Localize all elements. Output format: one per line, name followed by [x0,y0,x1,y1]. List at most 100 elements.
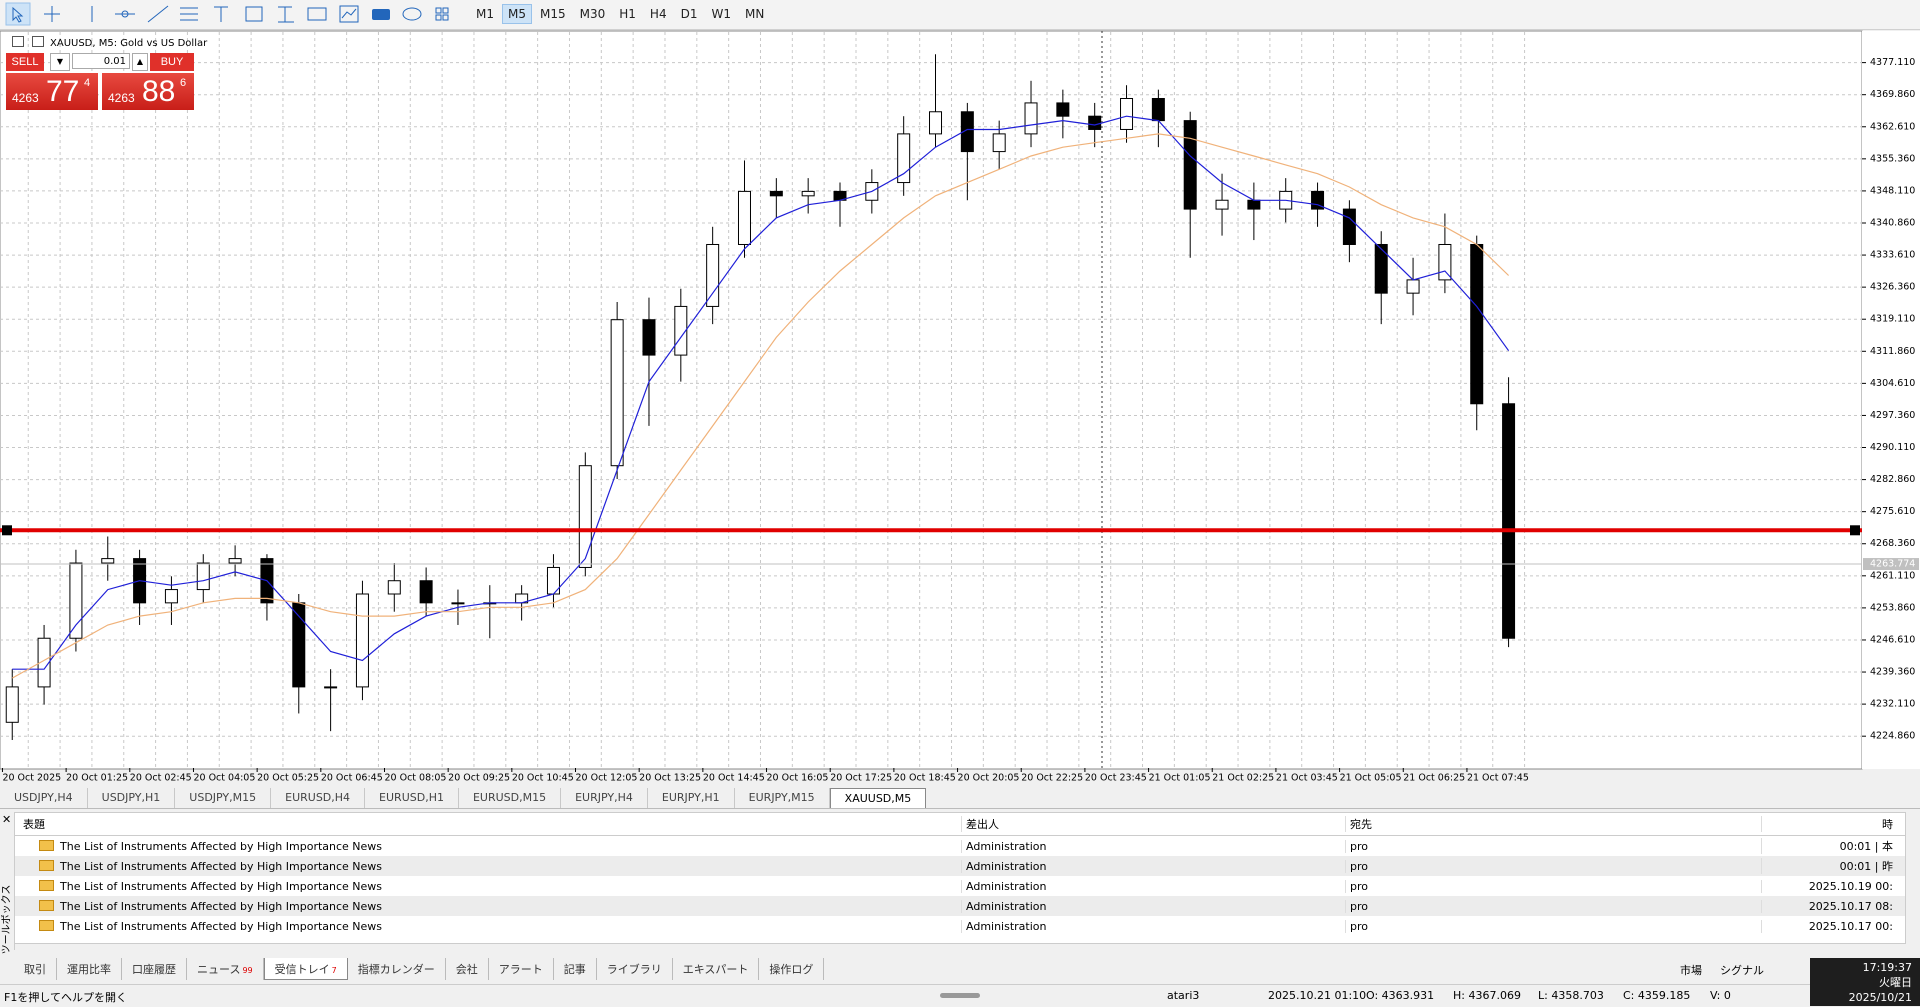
timeframe-button[interactable]: M1 [476,7,494,21]
tab-label: ニュース [197,963,241,976]
tab-badge: 7 [331,966,337,975]
symbol-tab[interactable]: EURUSD,M15 [459,788,562,808]
y-tick-label: 4246.610 [1870,634,1915,645]
moving-average [11,133,1510,679]
x-tick-label: 21 Oct 05:05 [1340,773,1402,784]
candle-body [1247,199,1261,210]
symbol-tab[interactable]: EURJPY,H1 [648,788,735,808]
y-tick-label: 4275.610 [1870,506,1915,517]
y-tick-label: 4326.360 [1870,282,1915,293]
candle-body [1215,199,1229,210]
terminal-tab[interactable]: 運用比率 [57,958,122,980]
mail-cell: Administration [961,839,1345,853]
x-tick-label: 20 Oct 06:45 [321,773,383,784]
timeframe-buttons: M1 M5 M15 M30 H1 H4 D1 W1 MN [470,4,770,24]
mail-text: pro [1350,859,1368,873]
y-tick-label: 4369.860 [1870,89,1915,100]
column-header: 時 [1761,816,1897,832]
terminal-tab[interactable]: アラート [489,958,554,980]
timeframe-button[interactable]: MN [744,7,765,21]
lot-spinner[interactable]: ▲ [132,53,148,71]
terminal-tab[interactable]: 口座履歴 [122,958,187,980]
terminal-tab[interactable]: 記事 [554,958,597,980]
mail-row[interactable]: The List of Instruments Affected by High… [15,876,1905,896]
right-links: 市場 シグナル [1680,962,1764,978]
terminal-tabs: 取引 運用比率 口座履歴 ニュース 99 受信トレイ 7 指標カレンダー 会社 アラート 記事 ライブ… [14,958,825,980]
mail-text: 00:01 | 本 [1839,840,1893,853]
lot-dropdown[interactable]: ▼ [50,53,70,71]
buy-button[interactable]: BUY [150,53,194,71]
mail-icon [39,859,54,871]
right-link[interactable]: 市場 [1680,964,1702,977]
candle-body [1406,279,1420,294]
symbol-tab[interactable]: XAUUSD,M5 [829,788,927,808]
terminal-tab[interactable]: 取引 [14,958,57,980]
timeframe-button[interactable]: M30 [579,7,606,21]
status-bar: F1を押してヘルプを開く atari3 2025.10.21 01:10 O: … [0,984,1920,1007]
terminal-tab[interactable]: 受信トレイ 7 [263,958,348,980]
x-tick-label: 20 Oct 17:25 [830,773,892,784]
status-open: O: 4363.931 [1366,989,1435,1002]
terminal-tab[interactable]: エキスパート [673,958,760,980]
buy-price-box[interactable]: 4263 88 6 [102,73,194,110]
mail-row[interactable]: The List of Instruments Affected by High… [15,916,1905,936]
x-tick-label: 21 Oct 02:25 [1212,773,1274,784]
timeframe-button[interactable]: H4 [649,7,667,21]
x-tick-label: 20 Oct 18:45 [894,773,956,784]
candle-body [451,602,465,605]
symbol-tab[interactable]: EURJPY,H4 [561,788,648,808]
mail-row[interactable]: The List of Instruments Affected by High… [15,856,1905,876]
x-tick-label: 20 Oct 16:05 [767,773,829,784]
terminal-tab[interactable]: ライブラリ [597,958,673,980]
mail-text: 2025.10.17 08: [1808,899,1893,913]
tab-label: 口座履歴 [132,963,176,976]
symbol-tab[interactable]: USDJPY,H1 [88,788,176,808]
timeframe-button[interactable]: H1 [619,7,636,21]
mail-cell: The List of Instruments Affected by High… [15,899,961,913]
status-profile: atari3 [1167,989,1200,1002]
mail-icon [39,919,54,931]
tab-label: 記事 [563,963,586,976]
mail-cell: The List of Instruments Affected by High… [15,879,961,893]
candle-body [897,133,911,184]
timeframe-button[interactable]: M15 [540,7,566,21]
terminal-tab[interactable]: 指標カレンダー [348,958,446,980]
symbol-tab[interactable]: USDJPY,H4 [0,788,88,808]
mail-icon [39,839,54,851]
sell-price-small: 4 [84,77,91,89]
x-tick-label: 20 Oct 13:25 [639,773,701,784]
mail-row[interactable]: The List of Instruments Affected by High… [15,836,1905,856]
timeframe-button[interactable]: M5 [502,4,532,24]
symbol-tab[interactable]: EURJPY,M15 [735,788,830,808]
candle-body [324,686,338,689]
sell-price-box[interactable]: 4263 77 4 [6,73,98,110]
status-volume: V: 0 [1710,989,1731,1002]
x-tick-label: 20 Oct 01:25 [66,773,128,784]
timeframe-button[interactable]: W1 [711,7,731,21]
mail-row[interactable]: The List of Instruments Affected by High… [15,896,1905,916]
lot-input[interactable]: 0.01 [72,53,130,69]
tab-label: 指標カレンダー [357,963,435,976]
mail-icon [39,879,54,891]
timeframe-button[interactable]: D1 [680,7,698,21]
x-tick-label: 20 Oct 12:05 [576,773,638,784]
y-tick-label: 4355.360 [1870,153,1915,164]
terminal-tab[interactable]: 操作ログ [759,958,825,980]
resize-handle[interactable] [940,993,980,998]
symbol-tab[interactable]: EURUSD,H4 [271,788,366,808]
candle-body [37,637,51,688]
terminal-tab[interactable]: 会社 [446,958,489,980]
symbol-tab[interactable]: EURUSD,H1 [365,788,459,808]
x-tick-label: 21 Oct 07:45 [1467,773,1529,784]
symbol-tab[interactable]: USDJPY,M15 [175,788,272,808]
candle-body [737,190,751,245]
terminal-tab[interactable]: ニュース 99 [187,958,264,980]
sell-button[interactable]: SELL [6,53,44,71]
tab-label: 受信トレイ [274,963,330,976]
mail-text: 2025.10.19 00: [1808,879,1893,893]
clock-date: 2025/10/21 [1848,991,1912,1004]
tab-label: 運用比率 [67,963,111,976]
candle-body [674,305,688,356]
right-link[interactable]: シグナル [1720,964,1764,977]
mail-text: pro [1350,839,1368,853]
